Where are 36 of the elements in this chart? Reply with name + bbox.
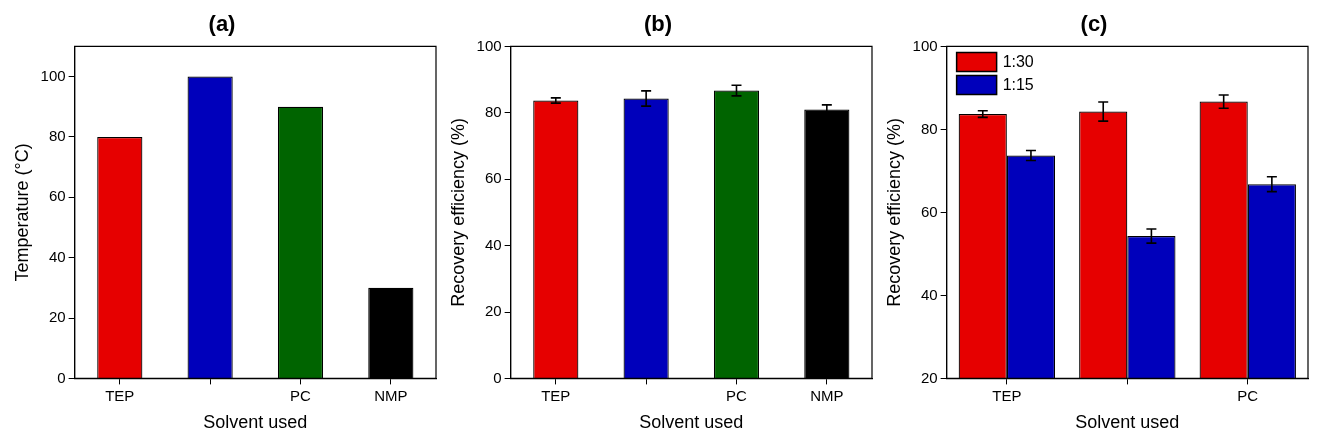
y-tick-label: 0 bbox=[57, 368, 66, 386]
chart-title: (c) bbox=[1080, 11, 1108, 37]
x-tick-label: NMP bbox=[810, 386, 844, 404]
x-tick-label: PC bbox=[1237, 386, 1259, 404]
chart-title: (b) bbox=[643, 11, 673, 37]
x-tick-label: TEP bbox=[541, 386, 571, 404]
x-axis-title: Solvent used bbox=[1075, 412, 1180, 433]
x-tick-label: PC bbox=[290, 386, 312, 404]
y-tick-label: 60 bbox=[48, 187, 66, 205]
y-tick-label: 40 bbox=[48, 247, 66, 265]
y-tick-label: 60 bbox=[920, 202, 938, 220]
x-tick-label: TEP bbox=[992, 386, 1022, 404]
y-tick-label: 60 bbox=[484, 169, 502, 187]
y-axis-title: Recovery efficiency (%) bbox=[447, 118, 468, 307]
y-tick-label: 40 bbox=[920, 285, 938, 303]
y-tick-label: 80 bbox=[920, 119, 938, 137]
y-tick-label: 100 bbox=[40, 66, 66, 84]
y-tick-label: 100 bbox=[912, 36, 938, 54]
y-axis-title: Recovery efficiency (%) bbox=[883, 118, 904, 307]
y-tick-label: 0 bbox=[493, 368, 502, 386]
y-axis-title: Temperature (°C) bbox=[11, 143, 32, 282]
x-tick-label: NMP bbox=[374, 386, 408, 404]
y-tick-label: 20 bbox=[48, 308, 66, 326]
x-axis-title: Solvent used bbox=[203, 412, 308, 433]
x-tick-label: PC bbox=[726, 386, 748, 404]
y-tick-label: 20 bbox=[920, 368, 938, 386]
legend-label: 1:30 bbox=[1002, 52, 1034, 70]
legend-label: 1:15 bbox=[1002, 75, 1034, 93]
chart-title: (a) bbox=[208, 11, 236, 37]
x-axis-title: Solvent used bbox=[639, 412, 744, 433]
x-tick-label: TEP bbox=[105, 386, 135, 404]
y-tick-label: 100 bbox=[476, 36, 502, 54]
y-tick-label: 20 bbox=[484, 302, 502, 320]
y-tick-label: 40 bbox=[484, 235, 502, 253]
y-tick-label: 80 bbox=[48, 127, 66, 145]
y-tick-label: 80 bbox=[484, 102, 502, 120]
